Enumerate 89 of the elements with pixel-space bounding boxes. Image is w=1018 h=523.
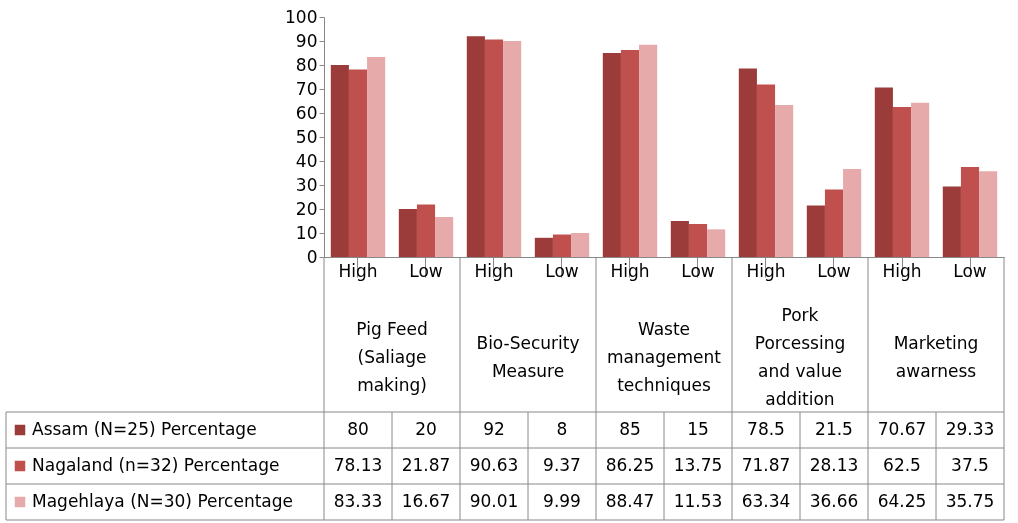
bar: [824, 189, 844, 257]
x-tick-label: High: [746, 260, 786, 281]
bar: [639, 44, 658, 257]
data-label: 9.37: [543, 455, 581, 475]
data-label: 20: [415, 419, 437, 439]
bar: [775, 104, 794, 257]
data-label: 92: [483, 419, 505, 439]
bar: [806, 205, 825, 257]
bar: [503, 40, 522, 257]
data-label: 62.5: [883, 455, 921, 475]
y-tick-label: 10: [295, 222, 318, 243]
data-label: 88.47: [605, 491, 655, 511]
y-tick-label: 20: [295, 198, 318, 219]
bar: [330, 65, 349, 257]
x-tick-label: High: [338, 260, 378, 281]
bar: [738, 68, 757, 257]
bar: [707, 229, 726, 257]
data-label: 29.33: [945, 419, 995, 439]
bar: [979, 171, 998, 257]
y-tick-label: 70: [295, 78, 318, 99]
x-tick-label: High: [610, 260, 650, 281]
y-tick-label: 90: [295, 30, 318, 51]
bar: [348, 69, 368, 257]
x-tick-label: Low: [681, 260, 715, 281]
bar: [911, 102, 930, 257]
data-label: 13.75: [673, 455, 723, 475]
data-label: 78.5: [747, 419, 785, 439]
data-label: 90.01: [469, 491, 519, 511]
bar: [602, 53, 621, 257]
y-tick-label: 40: [295, 150, 318, 171]
y-tick-label: 50: [295, 126, 318, 147]
data-label: 21.87: [401, 455, 451, 475]
data-label: 36.66: [809, 491, 859, 511]
data-label: 80: [347, 419, 369, 439]
data-label: 16.67: [401, 491, 451, 511]
data-label: 63.34: [741, 491, 791, 511]
data-label: 90.63: [469, 455, 519, 475]
y-tick-label: 60: [295, 102, 318, 123]
text: Waste management techniques: [607, 319, 722, 395]
bar: [466, 36, 485, 257]
legend-label: Magehlaya (N=30) Percentage: [32, 491, 294, 511]
y-tick-label: 0: [306, 246, 318, 267]
data-label: 28.13: [809, 455, 859, 475]
bar: [571, 233, 590, 257]
text: Pig Feed (Saliage making): [356, 319, 428, 395]
data-label: 85: [619, 419, 641, 439]
x-tick-label: Low: [953, 260, 987, 281]
data-label: 8: [556, 419, 568, 439]
bar: [367, 57, 386, 257]
x-tick-label: High: [882, 260, 922, 281]
data-label: 70.67: [877, 419, 927, 439]
data-label: 83.33: [333, 491, 383, 511]
legend-label: Assam (N=25) Percentage: [32, 419, 257, 439]
bar: [416, 204, 436, 257]
bar: [670, 221, 689, 257]
data-label: 21.5: [815, 419, 853, 439]
bar: [843, 169, 862, 257]
text: Bio-Security Measure: [476, 333, 580, 381]
bar: [398, 209, 417, 257]
x-tick-label: Low: [817, 260, 851, 281]
y-tick-label: 100: [285, 6, 318, 27]
bar: [552, 234, 572, 257]
data-label: 15: [687, 419, 709, 439]
data-label: 37.5: [951, 455, 989, 475]
bar: [874, 87, 893, 257]
legend-label: Nagaland (n=32) Percentage: [32, 455, 280, 475]
text: Marketing awarness: [893, 333, 979, 381]
data-label: 86.25: [605, 455, 655, 475]
bar: [534, 237, 553, 257]
bar: [756, 84, 776, 257]
bar: [688, 224, 708, 257]
data-label: 11.53: [673, 491, 723, 511]
data-label: 35.75: [945, 491, 995, 511]
bar: [942, 186, 961, 257]
bar: [892, 107, 912, 257]
bar: [435, 216, 454, 257]
bar: [620, 50, 640, 257]
bar: [484, 39, 504, 257]
y-tick-label: 30: [295, 174, 318, 195]
y-tick-label: 80: [295, 54, 318, 75]
text: Pork Porcessing and value addition: [754, 305, 846, 409]
data-label: 71.87: [741, 455, 791, 475]
x-tick-label: High: [474, 260, 514, 281]
data-label: 64.25: [877, 491, 927, 511]
bar: [960, 167, 980, 257]
x-tick-label: Low: [409, 260, 443, 281]
data-label: 78.13: [333, 455, 383, 475]
x-tick-label: Low: [545, 260, 579, 281]
data-label: 9.99: [543, 491, 581, 511]
